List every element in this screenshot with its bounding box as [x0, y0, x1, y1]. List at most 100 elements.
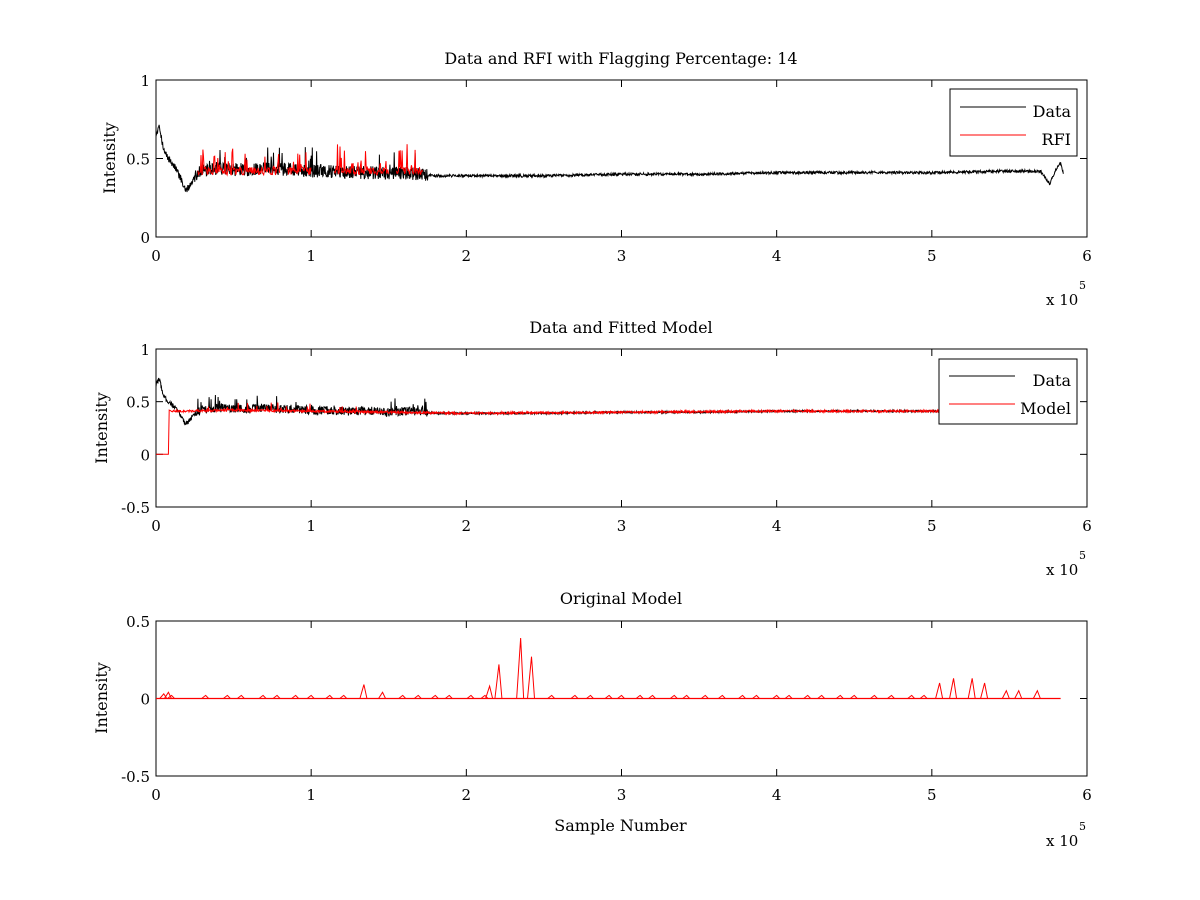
x-tick-label: 6: [1082, 247, 1092, 265]
x-tick-label: 3: [617, 786, 627, 804]
model-spike: [752, 694, 760, 699]
y-axis-label: Intensity: [92, 392, 111, 464]
y-tick-label: 0.5: [126, 151, 150, 169]
rfi-series-segment: [396, 144, 424, 176]
legend-label-data: Data: [1033, 102, 1072, 121]
subplot-2: Data and Fitted Model Intensity 0 1 2 3 4 5 6 -0.…: [92, 318, 1092, 579]
axes-frame: [155, 348, 1088, 508]
y-tick-label: 0: [140, 691, 150, 709]
x-multiplier-exponent: 5: [1079, 549, 1086, 562]
x-tick-label: 5: [927, 786, 937, 804]
y-tick-label: 0: [140, 229, 150, 247]
model-spike: [669, 694, 678, 699]
model-spike: [635, 694, 644, 699]
legend-box: [938, 358, 1078, 425]
x-tick-label: 4: [772, 247, 782, 265]
model-spike: [919, 694, 928, 699]
model-spike: [413, 694, 422, 699]
model-spike: [430, 694, 439, 699]
x-multiplier-base: x 10: [1046, 561, 1078, 579]
x-tick-label: 3: [617, 517, 627, 535]
model-spike: [887, 694, 895, 699]
model-spike: [772, 694, 781, 699]
model-spike: [648, 694, 656, 699]
x-tick-label: 3: [617, 247, 627, 265]
x-axis-label: Sample Number: [554, 816, 687, 835]
x-tick-label: 0: [151, 517, 161, 535]
model-spike: [306, 694, 315, 699]
model-spike: [849, 694, 858, 699]
model-spike: [738, 694, 746, 699]
x-tick-label: 4: [772, 786, 782, 804]
x-tick-label: 5: [927, 517, 937, 535]
model-spike: [291, 694, 300, 699]
model-spike: [378, 691, 386, 699]
model-spike: [466, 694, 475, 699]
chart-title: Original Model: [560, 589, 682, 608]
model-spike: [258, 694, 267, 699]
model-spike: [784, 694, 793, 699]
model-spike: [398, 694, 407, 699]
plot-area: [155, 377, 1010, 455]
x-tick-label: 4: [772, 517, 782, 535]
model-spike: [485, 684, 494, 699]
subplot-3: Original Model Intensity Sample Number 0 1 2 3…: [92, 589, 1092, 850]
data-series-line: [155, 124, 1064, 193]
legend-label-data: Data: [1033, 371, 1072, 390]
subplot-1: Data and RFI with Flagging Percentage: 1…: [100, 49, 1092, 309]
model-spike: [617, 694, 625, 699]
model-spike: [967, 678, 976, 699]
model-spike: [272, 694, 281, 699]
model-spike: [935, 682, 944, 699]
x-tick-label: 1: [306, 786, 316, 804]
model-series-line: [156, 402, 1010, 455]
model-spike: [444, 694, 453, 699]
x-multiplier-exponent: 5: [1079, 279, 1086, 292]
x-tick-label: 5: [927, 247, 937, 265]
y-axis-label: Intensity: [100, 122, 119, 194]
model-spike: [223, 694, 231, 699]
model-spike: [237, 694, 245, 699]
x-tick-label: 2: [462, 786, 472, 804]
rfi-series-segment: [287, 152, 312, 175]
y-axis-label: Intensity: [92, 662, 111, 734]
model-spike: [604, 694, 613, 699]
x-tick-label: 6: [1082, 517, 1092, 535]
x-tick-label: 1: [306, 247, 316, 265]
model-spike: [359, 684, 368, 699]
x-tick-label: 6: [1082, 786, 1092, 804]
model-spike: [516, 638, 525, 699]
model-spike: [167, 694, 175, 699]
legend-label-rfi: RFI: [1042, 130, 1071, 149]
y-tick-label: 0.5: [126, 613, 150, 631]
rfi-series-segment: [333, 144, 389, 177]
y-tick-label: 1: [140, 341, 150, 359]
model-spike: [718, 694, 726, 699]
x-multiplier-base: x 10: [1046, 291, 1078, 309]
model-spike: [907, 694, 916, 699]
x-tick-label: 1: [306, 517, 316, 535]
y-tick-label: 0: [140, 446, 150, 464]
plot-area: [155, 124, 1064, 193]
model-spike: [480, 694, 489, 699]
model-spike: [547, 694, 556, 699]
rfi-series-segment: [197, 148, 281, 177]
model-spike: [586, 694, 594, 699]
model-spike: [201, 694, 210, 699]
model-spike: [870, 694, 878, 699]
legend: Data RFI: [949, 88, 1078, 157]
legend-label-model: Model: [1020, 399, 1071, 418]
plot-area: [156, 638, 1061, 700]
model-spike: [817, 694, 826, 699]
model-spike: [325, 694, 334, 699]
chart-title: Data and Fitted Model: [529, 318, 712, 337]
model-spike: [835, 694, 844, 699]
model-spike: [949, 678, 958, 699]
x-tick-label: 2: [462, 517, 472, 535]
y-tick-label: 0.5: [126, 394, 150, 412]
model-spike: [682, 694, 691, 699]
model-spike: [570, 694, 579, 699]
legend: Data Model: [938, 358, 1078, 425]
y-tick-label: 1: [140, 72, 150, 90]
